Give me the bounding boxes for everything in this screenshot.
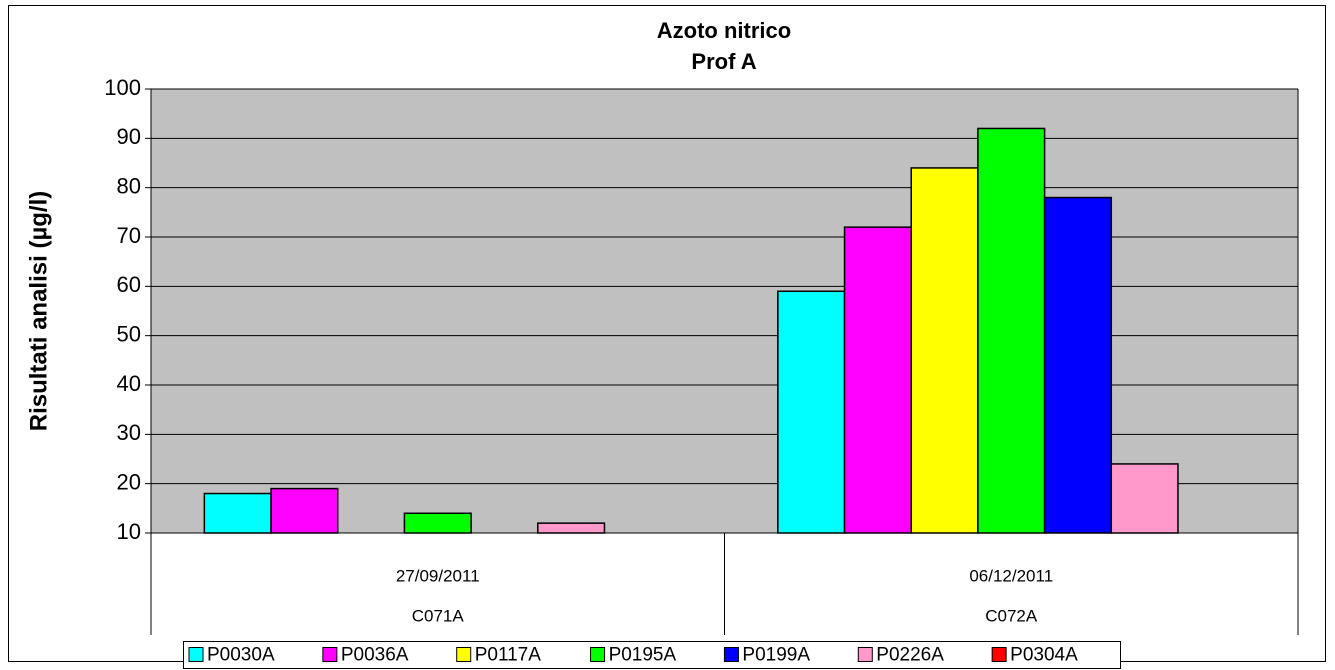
legend-label: P0304A — [1010, 645, 1078, 666]
bar — [203, 492, 272, 534]
y-tick-label: 50 — [117, 321, 141, 346]
y-tick-label: 40 — [117, 371, 141, 396]
y-tick-label: 80 — [117, 173, 141, 198]
y-tick-label: 100 — [104, 75, 141, 100]
legend-label: P0195A — [609, 645, 677, 666]
legend-label: P0199A — [742, 645, 810, 666]
legend-swatch — [991, 647, 1007, 662]
y-tick-label: 60 — [117, 272, 141, 297]
bar — [403, 512, 472, 534]
bar — [1043, 196, 1113, 534]
y-tick-label: 20 — [117, 469, 141, 494]
bar — [910, 167, 979, 534]
legend-label: P0036A — [341, 645, 409, 666]
legend-label: P0030A — [207, 645, 275, 666]
bar — [1110, 463, 1179, 534]
x-group-label: C072A — [985, 606, 1038, 625]
legend-label: P0117A — [475, 645, 542, 666]
legend-label: P0226A — [876, 645, 944, 666]
bar — [777, 290, 846, 534]
chart-subtitle: Prof A — [691, 49, 756, 74]
legend-swatch — [456, 647, 472, 662]
y-tick-label: 70 — [117, 223, 141, 248]
legend-box — [183, 641, 1121, 669]
legend-swatch — [723, 647, 739, 662]
chart-title: Azoto nitrico — [657, 18, 791, 43]
x-tick-label: 06/12/2011 — [969, 566, 1053, 585]
legend-swatch — [188, 647, 204, 662]
bar — [977, 127, 1046, 534]
x-tick-label: 27/09/2011 — [396, 566, 480, 585]
legend-swatch — [322, 647, 338, 662]
legend-swatch — [590, 647, 606, 662]
bar — [843, 226, 912, 534]
y-tick-label: 30 — [117, 420, 141, 445]
bar — [270, 487, 339, 534]
y-axis-label: Risultati analisi (µg/l) — [25, 191, 52, 432]
x-group-label: C071A — [412, 606, 465, 625]
y-tick-label: 90 — [117, 124, 141, 149]
legend-swatch — [857, 647, 873, 662]
bar — [537, 522, 606, 534]
y-tick-label: 10 — [117, 519, 141, 544]
